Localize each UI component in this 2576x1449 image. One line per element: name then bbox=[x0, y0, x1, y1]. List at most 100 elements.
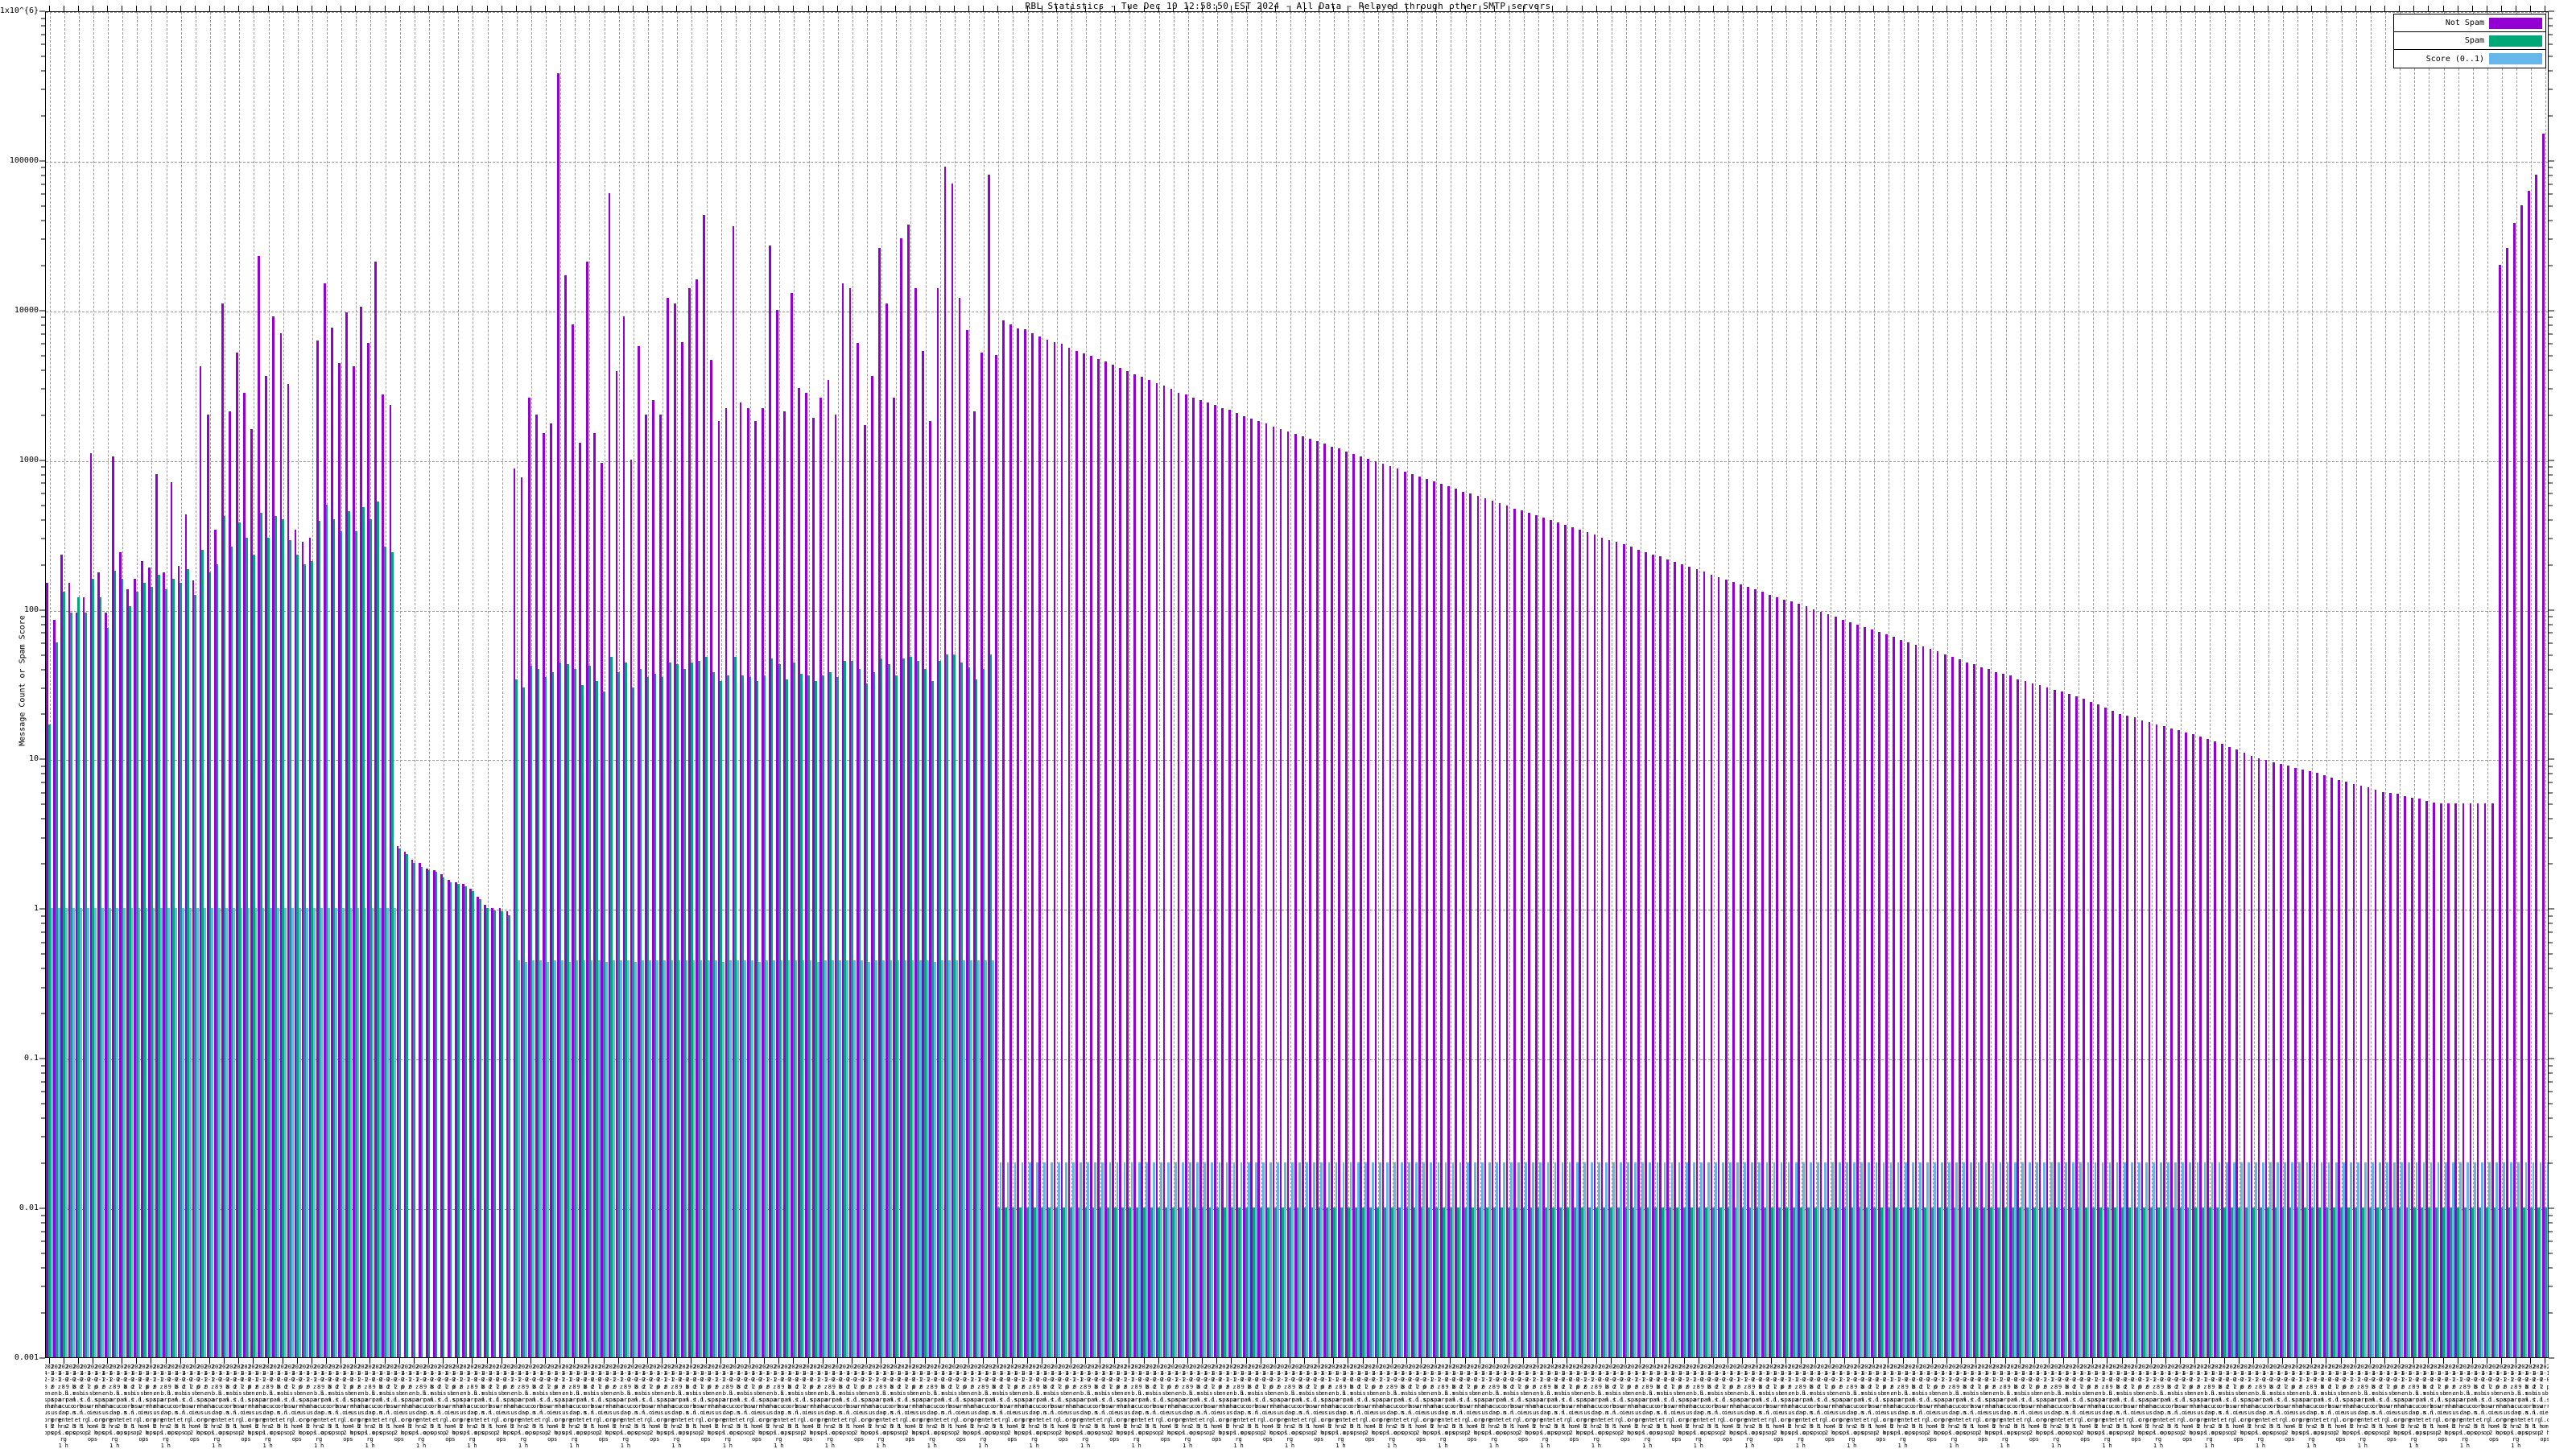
bar-score bbox=[2298, 1162, 2301, 1357]
bar-not-spam bbox=[696, 279, 699, 1357]
x-tick-bottom bbox=[238, 1358, 240, 1364]
bar-spam bbox=[2310, 1208, 2314, 1357]
bar-score bbox=[1634, 1162, 1637, 1357]
x-tick-label: 2024-12-02 list.dnswl.org 1 hop bbox=[1204, 1364, 1215, 1437]
x-tick-label: 2024-12-02 list.dnswl.org 1 hop bbox=[284, 1364, 295, 1437]
bar-spam bbox=[1522, 1208, 1525, 1357]
x-tick-top bbox=[632, 6, 634, 12]
y-tick-label: 100 bbox=[23, 605, 39, 614]
vertical-gridline bbox=[1115, 12, 1117, 1357]
bar-score bbox=[539, 960, 542, 1357]
bar-not-spam bbox=[119, 551, 122, 1357]
bar-not-spam bbox=[440, 873, 443, 1357]
bar-score bbox=[1627, 1162, 1629, 1357]
x-tick-label: 2024-12-08 dnsbl.sorbs.net 3 hops bbox=[124, 1364, 134, 1437]
x-tick-bottom bbox=[1114, 1358, 1116, 1364]
vertical-gridline bbox=[1815, 12, 1817, 1357]
x-tick-label: 2024-12-02 psbl.surriel.com 2 hops bbox=[1620, 1364, 1631, 1443]
bar-not-spam bbox=[374, 261, 378, 1357]
bar-not-spam bbox=[1819, 611, 1823, 1357]
bar-not-spam bbox=[2483, 803, 2487, 1357]
x-tick-label: 2024-12-02 psbl.surriel.com 2 hops bbox=[853, 1364, 864, 1443]
x-tick-label: 2024-12-08 dnsbl.sorbs.net 3 hops bbox=[1810, 1364, 1820, 1437]
bar-score bbox=[1473, 1162, 1476, 1357]
x-tick-label: 2024-12-10 zen.spamhaus.org 2 hops bbox=[2452, 1364, 2462, 1437]
bar-spam bbox=[1369, 1208, 1372, 1357]
y-tick-minor bbox=[41, 89, 45, 90]
bar-not-spam bbox=[1126, 370, 1129, 1357]
x-tick-label: 2024-12-08 dnsbl.sorbs.net 3 hops bbox=[328, 1364, 339, 1437]
x-tick-bottom bbox=[384, 1358, 386, 1364]
bar-score bbox=[890, 960, 893, 1357]
bar-score bbox=[1145, 1162, 1148, 1357]
bar-spam bbox=[180, 582, 182, 1357]
y-tick-minor-right bbox=[2549, 1117, 2553, 1119]
bar-not-spam bbox=[1943, 654, 1946, 1357]
bar-spam bbox=[2165, 1208, 2168, 1357]
x-tick-label: 2024-12-08 dnsbl.sorbs.net 3 hops bbox=[431, 1364, 441, 1437]
y-tick-major-right bbox=[2549, 908, 2554, 910]
x-tick-bottom bbox=[77, 1358, 79, 1364]
legend-entry[interactable]: Score (0..1) bbox=[2394, 50, 2545, 68]
bar-spam bbox=[1895, 1208, 1897, 1357]
y-tick-label: 0.01 bbox=[19, 1203, 39, 1213]
bar-spam bbox=[1187, 1208, 1190, 1357]
legend-entry[interactable]: Spam bbox=[2394, 32, 2545, 50]
y-tick-minor-right bbox=[2549, 1215, 2553, 1216]
bar-spam bbox=[471, 891, 474, 1357]
bar-spam bbox=[1727, 1208, 1730, 1357]
x-tick-label: 2024-12-08 b.barracudacentral.org 1 hop bbox=[774, 1364, 784, 1447]
x-tick-label: 2024-12-10 zen.spamhaus.org 4 hops bbox=[350, 1364, 361, 1437]
y-tick-minor-right bbox=[2549, 942, 2553, 943]
x-tick-bottom bbox=[822, 1358, 824, 1364]
horizontal-gridline bbox=[46, 12, 2548, 13]
bar-score bbox=[2372, 1162, 2374, 1357]
bar-not-spam bbox=[170, 482, 173, 1357]
x-tick-label: 2024-12-09 bl.spamcop.net 2 hops bbox=[219, 1364, 229, 1437]
x-tick-bottom bbox=[1377, 1358, 1378, 1364]
bar-spam bbox=[128, 605, 131, 1357]
legend-entry[interactable]: Not Spam bbox=[2394, 14, 2545, 32]
bar-spam bbox=[1245, 1208, 1248, 1357]
bar-not-spam bbox=[1608, 539, 1611, 1357]
bar-not-spam bbox=[1878, 632, 1880, 1357]
x-tick-top bbox=[326, 6, 328, 12]
bar-spam bbox=[939, 661, 941, 1357]
x-tick-label: 2024-12-10 zen.spamhaus.org 2 hops bbox=[2197, 1364, 2207, 1437]
bar-spam bbox=[1165, 1208, 1168, 1357]
bar-not-spam bbox=[1067, 347, 1071, 1357]
bar-not-spam bbox=[2454, 803, 2458, 1357]
y-tick-label: 1 bbox=[33, 904, 39, 914]
bar-spam bbox=[70, 612, 72, 1357]
x-tick-bottom bbox=[2194, 1358, 2196, 1364]
vertical-gridline bbox=[1027, 12, 1029, 1357]
x-tick-top bbox=[676, 6, 678, 12]
x-tick-bottom bbox=[2340, 1358, 2342, 1364]
y-tick-minor-right bbox=[2549, 343, 2553, 345]
x-tick-label: 2024-12-08 b.barracudacentral.org 1 hop bbox=[1438, 1364, 1448, 1447]
x-tick-top bbox=[48, 6, 50, 12]
x-tick-top bbox=[778, 6, 780, 12]
bar-not-spam bbox=[2104, 707, 2107, 1357]
bar-score bbox=[1123, 1162, 1126, 1357]
bar-score bbox=[1050, 1162, 1053, 1357]
bar-score bbox=[342, 908, 345, 1357]
bar-not-spam bbox=[206, 414, 209, 1357]
x-tick-top bbox=[953, 6, 955, 12]
x-tick-top bbox=[413, 6, 415, 12]
x-tick-label: 2024-12-08 b.barracudacentral.org 1 hop bbox=[824, 1364, 835, 1447]
x-tick-top bbox=[1596, 6, 1597, 12]
bar-score bbox=[809, 960, 812, 1357]
y-tick-label: 1x10^{6} bbox=[0, 6, 39, 15]
bar-spam bbox=[63, 592, 65, 1357]
bar-spam bbox=[456, 884, 460, 1357]
vertical-gridline bbox=[998, 12, 1000, 1357]
bar-spam bbox=[975, 679, 978, 1357]
bar-not-spam bbox=[593, 432, 597, 1357]
x-tick-label: 2024-12-02 list.dnswl.org 1 hop bbox=[898, 1364, 908, 1437]
bar-not-spam bbox=[506, 911, 509, 1357]
bar-score bbox=[1612, 1162, 1615, 1357]
x-tick-label: 2024-12-10 zen.spamhaus.org 2 hops bbox=[715, 1364, 725, 1437]
x-tick-label: 2024-12-10 zen.spamhaus.org 2 hops bbox=[1328, 1364, 1339, 1437]
bar-score bbox=[1356, 1162, 1360, 1357]
